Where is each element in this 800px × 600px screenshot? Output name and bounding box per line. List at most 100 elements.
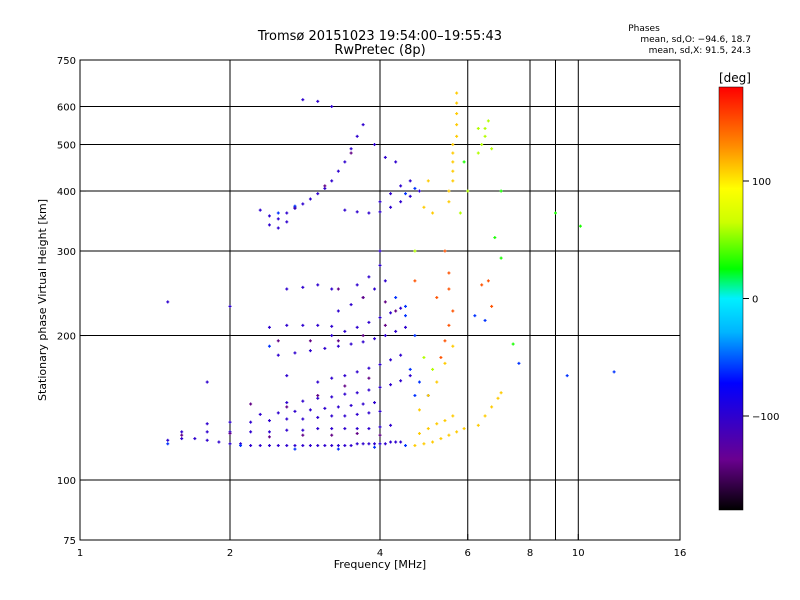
data-point — [330, 433, 334, 437]
data-point — [389, 192, 393, 196]
data-point — [349, 303, 353, 307]
data-point — [323, 406, 327, 410]
data-point — [355, 427, 359, 431]
y-tick-label: 75 — [63, 536, 76, 547]
data-point — [349, 147, 353, 151]
y-tick-label: 300 — [57, 247, 76, 258]
data-point — [301, 323, 305, 327]
data-point — [330, 334, 334, 338]
data-point — [499, 256, 503, 260]
data-point — [480, 283, 484, 287]
data-point — [285, 374, 289, 378]
data-point — [383, 155, 387, 159]
data-point — [343, 384, 347, 388]
data-point — [476, 423, 480, 427]
data-point — [403, 192, 407, 196]
data-point — [267, 344, 271, 348]
data-point — [455, 112, 459, 116]
data-point — [355, 325, 359, 329]
data-point — [367, 388, 371, 392]
data-points — [166, 91, 616, 451]
data-point — [486, 279, 490, 283]
data-point — [417, 189, 421, 193]
data-point — [443, 249, 447, 253]
data-point — [336, 447, 340, 451]
data-point — [403, 304, 407, 308]
data-point — [267, 419, 271, 423]
data-point — [343, 444, 347, 448]
data-point — [447, 323, 451, 327]
data-point — [343, 208, 347, 212]
data-point — [394, 440, 398, 444]
data-point — [476, 151, 480, 155]
data-point — [239, 444, 243, 448]
data-point — [276, 353, 280, 357]
data-point — [435, 422, 439, 426]
data-point — [612, 370, 616, 374]
data-point — [293, 444, 297, 448]
x-tick-label: 16 — [674, 548, 687, 559]
data-point — [330, 414, 334, 418]
data-point — [373, 337, 377, 341]
data-point — [483, 414, 487, 418]
data-point — [383, 442, 387, 446]
data-point — [316, 99, 320, 103]
data-point — [323, 186, 327, 190]
data-point — [399, 306, 403, 310]
data-point — [389, 205, 393, 209]
data-point — [323, 184, 327, 188]
data-point — [267, 325, 271, 329]
data-point — [389, 440, 393, 444]
data-point — [355, 283, 359, 287]
data-point — [316, 396, 320, 400]
data-point — [373, 401, 377, 405]
data-point — [316, 192, 320, 196]
data-point — [439, 355, 443, 359]
data-point — [293, 409, 297, 413]
data-point — [490, 405, 494, 409]
data-point — [285, 220, 289, 224]
data-point — [455, 123, 459, 127]
data-point — [499, 391, 503, 395]
data-point — [301, 285, 305, 289]
x-tick-label: 4 — [377, 548, 383, 559]
data-point — [511, 342, 515, 346]
data-point — [451, 143, 455, 147]
colorbar-tick-label: 0 — [752, 295, 758, 306]
data-point — [193, 437, 197, 441]
data-point — [451, 344, 455, 348]
data-point — [267, 444, 271, 448]
data-point — [343, 160, 347, 164]
data-point — [355, 134, 359, 138]
data-point — [316, 444, 320, 448]
data-point — [447, 433, 451, 437]
data-point — [323, 346, 327, 350]
data-point — [426, 427, 430, 431]
data-point — [483, 134, 487, 138]
data-point — [553, 211, 557, 215]
data-point — [367, 211, 371, 215]
data-point — [343, 427, 347, 431]
data-point — [367, 411, 371, 415]
data-point — [399, 353, 403, 357]
data-point — [301, 417, 305, 421]
data-point — [422, 205, 426, 209]
data-point — [205, 438, 209, 442]
data-point — [330, 376, 334, 380]
data-point — [301, 428, 305, 432]
data-point — [276, 444, 280, 448]
data-point — [399, 184, 403, 188]
colorbar-label: [deg] — [719, 71, 751, 85]
data-point — [451, 414, 455, 418]
x-axis-ticks: 1 2 4 6 8 10 16 — [77, 534, 687, 559]
data-point — [455, 430, 459, 434]
data-point — [361, 334, 365, 338]
data-point — [308, 444, 312, 448]
chart-title: Tromsø 20151023 19:54:00–19:55:43 — [257, 29, 502, 44]
data-point — [228, 304, 232, 308]
data-point — [166, 300, 170, 304]
data-point — [443, 361, 447, 365]
data-point — [336, 169, 340, 173]
data-point — [447, 189, 451, 193]
